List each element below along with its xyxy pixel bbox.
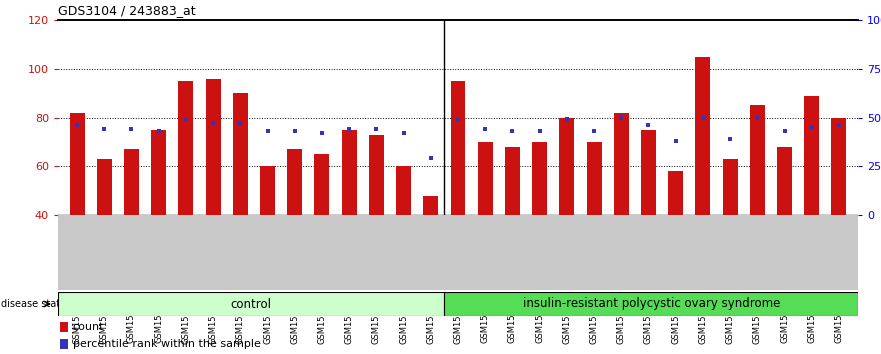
Bar [777, 147, 792, 215]
Bar [478, 142, 492, 215]
Point [206, 120, 220, 126]
Point [723, 136, 737, 142]
Bar [722, 159, 737, 215]
Point [587, 128, 601, 134]
Point [804, 124, 818, 130]
Bar [369, 135, 384, 215]
Text: control: control [231, 297, 271, 310]
Point [179, 116, 193, 122]
Point [506, 128, 520, 134]
Bar [396, 166, 411, 215]
Bar [205, 79, 220, 215]
Bar [260, 166, 275, 215]
Bar [60, 321, 68, 332]
Text: disease state: disease state [1, 299, 66, 309]
Bar [233, 93, 248, 215]
Point [233, 120, 248, 126]
Point [478, 126, 492, 132]
Bar [532, 142, 547, 215]
Point [315, 130, 329, 136]
Point [778, 128, 792, 134]
Bar [587, 142, 602, 215]
Point [451, 116, 465, 122]
Bar [695, 57, 710, 215]
Point [832, 122, 846, 128]
Point [342, 126, 356, 132]
FancyBboxPatch shape [58, 292, 444, 316]
Bar [423, 195, 438, 215]
FancyBboxPatch shape [444, 292, 858, 316]
Bar [287, 149, 302, 215]
Point [124, 126, 138, 132]
Bar [505, 147, 520, 215]
Bar [804, 96, 819, 215]
Point [152, 128, 166, 134]
Text: count: count [72, 322, 104, 332]
Bar [97, 159, 112, 215]
Bar [750, 105, 765, 215]
Point [396, 130, 411, 136]
Bar [641, 130, 656, 215]
Bar [559, 118, 574, 215]
Point [533, 128, 547, 134]
Point [369, 126, 383, 132]
Point [424, 156, 438, 161]
Point [261, 128, 275, 134]
Bar [70, 113, 85, 215]
Point [97, 126, 111, 132]
Bar [124, 149, 139, 215]
Bar [315, 154, 329, 215]
Point [559, 116, 574, 122]
Bar [614, 113, 629, 215]
Text: percentile rank within the sample: percentile rank within the sample [72, 338, 261, 349]
Bar [668, 171, 683, 215]
Bar [832, 118, 847, 215]
Bar [152, 130, 167, 215]
Bar [179, 81, 193, 215]
Text: GDS3104 / 243883_at: GDS3104 / 243883_at [58, 5, 196, 17]
Point [614, 115, 628, 120]
Point [288, 128, 302, 134]
Bar [60, 338, 68, 349]
Point [70, 122, 84, 128]
Point [641, 122, 655, 128]
Point [751, 115, 765, 120]
Bar [342, 130, 357, 215]
Point [669, 138, 683, 144]
Bar [450, 81, 465, 215]
Point [696, 115, 710, 120]
Text: insulin-resistant polycystic ovary syndrome: insulin-resistant polycystic ovary syndr… [522, 297, 780, 310]
